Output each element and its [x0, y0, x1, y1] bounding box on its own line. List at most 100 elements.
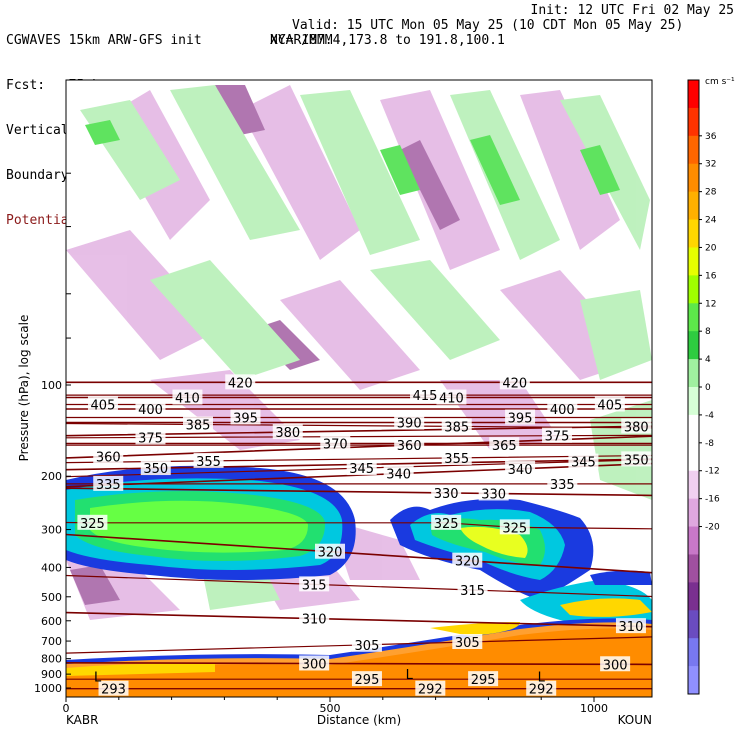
isentrope-320 [66, 533, 652, 574]
isentrope-label-335-1: 335 [550, 478, 575, 493]
isentrope-label-335-0: 335 [96, 478, 121, 493]
isentrope-label-295-0: 295 [355, 673, 380, 688]
colorbar-units: cm s⁻¹ [705, 77, 735, 87]
colorbar-swatch-12 [688, 414, 699, 444]
isentrope-label-325-0: 325 [80, 517, 105, 532]
isentrope-label-380-0: 380 [275, 426, 300, 441]
isentrope-label-310-1: 310 [619, 620, 644, 635]
colorbar-swatch-20 [688, 638, 699, 667]
y-axis-label: Pressure (hPa), log scale [17, 315, 31, 462]
colorbar-swatch-9 [688, 331, 699, 360]
isentrope-label-300-0: 300 [302, 657, 327, 672]
x-tick-label-1000: 1000 [580, 702, 608, 715]
isentrope-label-395-1: 395 [508, 411, 533, 426]
isentrope-label-400-0: 400 [138, 403, 163, 418]
isentrope-label-293-0: 293 [101, 683, 126, 698]
isentrope-label-410-1: 410 [439, 392, 464, 407]
colorbar-level--12: -12 [705, 467, 720, 477]
isentrope-label-292-1: 292 [529, 683, 554, 698]
colorbar-swatch-2 [688, 135, 699, 165]
low-marker-0: L [94, 670, 102, 685]
colorbar-level-4: 4 [705, 355, 711, 365]
colorbar-swatch-0 [688, 80, 699, 109]
colorbar-level-32: 32 [705, 160, 716, 170]
y-tick-label-700: 700 [41, 635, 62, 648]
isentrope-label-345-1: 345 [571, 456, 596, 471]
isentrope-label-320-1: 320 [455, 555, 480, 570]
model-title: CGWAVES 15km ARW-GFS init [6, 33, 202, 48]
isentrope-label-355-0: 355 [196, 455, 221, 470]
colorbar-level-24: 24 [705, 216, 717, 226]
vertical-velocity-field [66, 85, 652, 620]
isentrope-label-350-1: 350 [624, 453, 649, 468]
isentrope-label-360-1: 360 [397, 439, 422, 454]
y-tick-label-1000: 1000 [34, 682, 62, 695]
isentrope-345 [66, 459, 652, 478]
isentrope-label-365-0: 365 [492, 439, 517, 454]
isentrope-label-292-0: 292 [418, 683, 443, 698]
colorbar-level-36: 36 [705, 132, 717, 142]
colorbar-swatch-4 [688, 191, 699, 221]
isentrope-label-320-0: 320 [318, 546, 343, 561]
isentrope-label-315-1: 315 [460, 584, 485, 599]
y-tick-label-100: 100 [41, 379, 62, 392]
colorbar-swatch-5 [688, 219, 699, 248]
isentrope-label-315-0: 315 [302, 578, 327, 593]
colorbar-swatch-6 [688, 247, 699, 276]
isentrope-355 [66, 454, 652, 464]
colorbar-swatch-15 [688, 498, 699, 528]
isentrope-label-400-1: 400 [550, 403, 575, 418]
colorbar-swatch-8 [688, 303, 699, 332]
x-axis-label: Distance (km) [317, 713, 401, 727]
colorbar-swatch-7 [688, 275, 699, 304]
colorbar-swatch-3 [688, 163, 699, 193]
colorbar-level--16: -16 [705, 495, 720, 505]
isentrope-label-375-0: 375 [138, 431, 163, 446]
xy-endpoints: XY= 187.4,173.8 to 191.8,100.1 [270, 33, 505, 48]
y-tick-label-500: 500 [41, 591, 62, 604]
colorbar-swatch-17 [688, 554, 699, 583]
isentrope-label-330-0: 330 [434, 487, 459, 502]
isentrope-label-310-0: 310 [302, 613, 327, 628]
isentrope-label-420-1: 420 [502, 376, 527, 391]
isentrope-label-300-1: 300 [603, 658, 628, 673]
isentrope-label-390-0: 390 [397, 417, 422, 432]
colorbar-level-16: 16 [705, 271, 717, 281]
low-marker-2: L [538, 670, 546, 685]
endpoint-right: KOUN [618, 713, 652, 727]
isentrope-label-295-1: 295 [471, 673, 496, 688]
isentrope-label-360-0: 360 [96, 450, 121, 465]
isentrope-label-410-0: 410 [175, 392, 200, 407]
isentrope-300 [66, 662, 652, 666]
colorbar-level--4: -4 [705, 411, 714, 421]
isentrope-label-325-2: 325 [502, 521, 527, 536]
colorbar-swatch-10 [688, 359, 699, 388]
isentrope-305 [66, 636, 652, 654]
isentrope-label-340-0: 340 [386, 468, 411, 483]
colorbar-swatch-16 [688, 526, 699, 555]
ncar-label: NCAR/MMM [270, 33, 333, 48]
isentrope-label-375-1: 375 [545, 430, 570, 445]
isentrope-label-385-0: 385 [186, 418, 211, 433]
isentrope-label-370-0: 370 [323, 438, 348, 453]
isentrope-label-305-0: 305 [355, 639, 380, 654]
colorbar-swatch-13 [688, 442, 699, 472]
isentrope-330 [66, 487, 652, 497]
colorbar-swatch-19 [688, 610, 699, 639]
colorbar: 36 32 28 24 20 16 12 8 4 0 -4 -8 -12 -16 -20 [687, 79, 720, 695]
colorbar-swatch-11 [688, 387, 699, 416]
colorbar-swatch-1 [688, 107, 699, 137]
isentrope-label-380-1: 380 [624, 420, 649, 435]
isentrope-label-405-0: 405 [91, 399, 116, 414]
isentrope-label-340-1: 340 [508, 463, 533, 478]
colorbar-swatch-18 [688, 582, 699, 611]
x-tick-label-500: 500 [320, 702, 341, 715]
isentrope-label-355-1: 355 [444, 452, 469, 467]
y-tick-label-800: 800 [41, 653, 62, 666]
isentrope-label-350-0: 350 [143, 462, 168, 477]
isentrope-label-330-1: 330 [481, 487, 506, 502]
y-tick-label-600: 600 [41, 615, 62, 628]
header-mid: NCAR/MMM [270, 3, 333, 63]
